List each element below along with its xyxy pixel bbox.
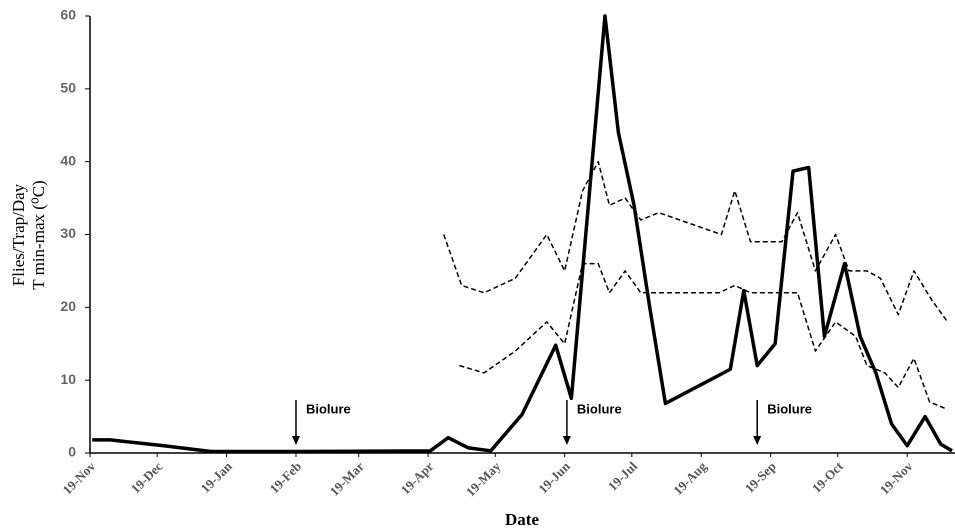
annotation-label: Biolure [577,401,622,416]
x-tick-label: 19-Jan [198,458,236,496]
annotation-arrowhead [291,436,300,445]
x-tick-label: 19-Feb [267,459,305,497]
annotation-label: Biolure [306,401,351,416]
x-tick-label: 19-Jun [535,458,573,496]
x-tick-label: 19-May [463,458,504,499]
data-line [443,160,949,323]
data-line [459,262,948,410]
x-tick-label: 19-Sep [742,459,779,496]
x-tick-label: 19-Jul [605,458,640,493]
annotation-arrowhead [753,436,762,445]
y-axis-title: T min-max (⁰C) [29,180,48,289]
data-line [92,14,953,454]
x-tick-label: 19-Oct [809,458,847,496]
annotation-arrowhead [562,436,571,445]
x-tick-label: 19-Mar [327,458,367,498]
annotation-label: Biolure [767,401,812,416]
x-tick-label: 19-Apr [398,458,437,497]
x-tick-label: 19-Dec [128,458,166,496]
y-tick-label: 20 [60,298,76,314]
y-tick-label: 30 [60,225,76,241]
y-tick-label: 60 [60,7,76,23]
y-axis-title: Flies/Trap/Day [9,183,28,286]
x-axis-title: Date [505,510,539,529]
y-tick-label: 40 [60,152,76,168]
y-tick-label: 0 [68,444,76,460]
y-tick-label: 50 [60,80,76,96]
x-tick-label: 19-Aug [670,458,710,498]
x-tick-label: 19-Nov [60,458,99,497]
x-tick-label: 19-Nov [877,458,916,497]
y-tick-label: 10 [60,371,76,387]
